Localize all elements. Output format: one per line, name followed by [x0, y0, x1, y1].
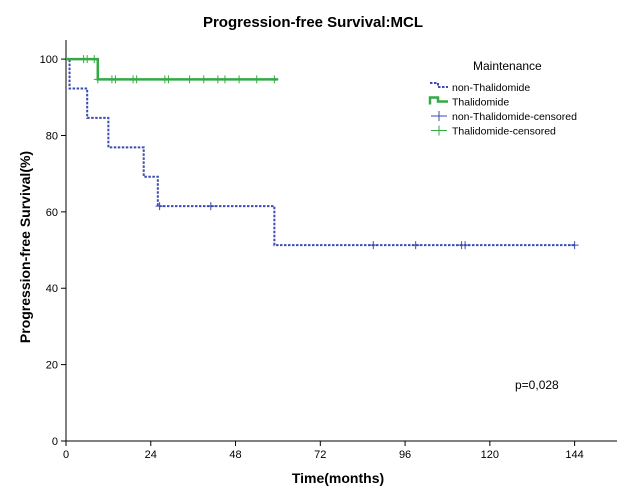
- non-thalidomide-censor-mark: [570, 241, 579, 250]
- thalidomide-censor-mark: [213, 75, 222, 84]
- y-tick-label: 60: [46, 207, 58, 219]
- non-thalidomide-censor-mark: [411, 241, 420, 250]
- y-tick-label: 100: [40, 54, 58, 66]
- thalidomide-censor-mark: [199, 75, 208, 84]
- legend-label-thalidomide: Thalidomide: [452, 97, 509, 109]
- non-thalidomide-curve: [66, 58, 575, 247]
- legend-marker-thalidomide: [428, 96, 448, 105]
- non-thalidomide-censor-mark: [369, 241, 378, 250]
- x-tick-label: 96: [399, 449, 411, 461]
- legend-title: Maintenance: [473, 59, 542, 73]
- thalidomide-censor-mark: [111, 75, 120, 84]
- non-thalidomide-censor-mark: [206, 202, 215, 211]
- y-tick-label: 40: [46, 283, 58, 295]
- y-tick-label: 0: [52, 436, 58, 448]
- thalidomide-censor-mark: [90, 55, 99, 64]
- y-tick-label: 20: [46, 360, 58, 372]
- x-tick-label: 120: [481, 449, 499, 461]
- x-tick-label: 0: [63, 449, 69, 461]
- plot-area: 0 24 48 72 96 120 144 0 20 40 60 80 100: [40, 40, 617, 461]
- non-thalidomide-censor-mark: [461, 241, 470, 250]
- legend-marker-thalidomide-censored: [431, 125, 447, 136]
- x-tick-label: 48: [229, 449, 241, 461]
- x-tick-label: 72: [314, 449, 326, 461]
- thalidomide-censor-mark: [220, 75, 229, 84]
- legend-label-non-thalidomide-censored: non-Thalidomide-censored: [452, 111, 577, 123]
- thalidomide-censor-mark: [252, 75, 261, 84]
- legend: Maintenance non-Thalidomide Thalidomide no…: [428, 59, 577, 138]
- thalidomide-censor-mark: [93, 75, 102, 84]
- thalidomide-censor-mark: [270, 75, 279, 84]
- thalidomide-censor-mark: [83, 55, 92, 64]
- thalidomide-censor-mark: [132, 75, 141, 84]
- legend-label-thalidomide-censored: Thalidomide-censored: [452, 126, 556, 138]
- x-tick-label: 24: [145, 449, 157, 461]
- y-axis-label: Progression-free Survival(%): [17, 151, 33, 343]
- chart-title: Progression-free Survival:MCL: [203, 14, 423, 31]
- p-value-annotation: p=0,028: [515, 378, 559, 392]
- x-axis-label: Time(months): [292, 470, 384, 486]
- legend-marker-non-thalidomide-censored: [431, 111, 447, 121]
- y-tick-label: 80: [46, 130, 58, 142]
- thalidomide-censor-mark: [185, 75, 194, 84]
- thalidomide-censor-mark: [235, 75, 244, 84]
- thalidomide-censor-mark: [164, 75, 173, 84]
- non-thalidomide-censor-mark: [155, 202, 164, 211]
- legend-label-non-thalidomide: non-Thalidomide: [452, 82, 530, 94]
- legend-marker-non-thalidomide: [430, 82, 448, 88]
- x-tick-label: 144: [565, 449, 583, 461]
